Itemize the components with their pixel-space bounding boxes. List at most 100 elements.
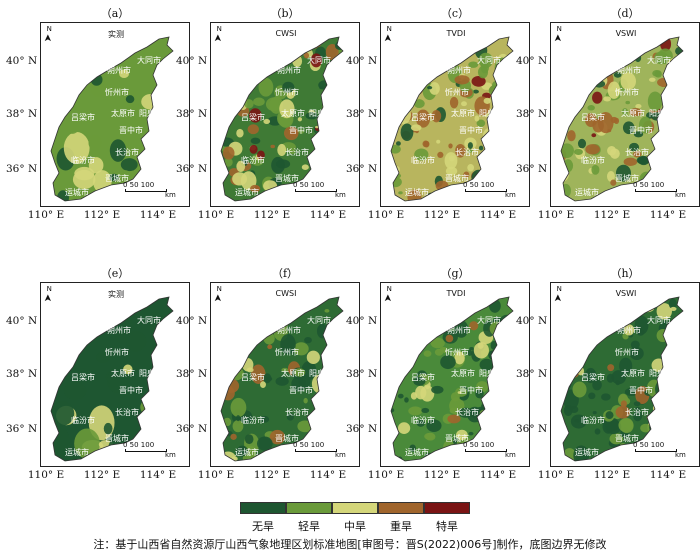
city-label: 晋中市 [119, 385, 143, 395]
x-tick-label: 112° E [83, 209, 121, 221]
map-panel: 大同市 朔州市 忻州市 太原市 吕梁市 阳泉市 晋中市 长治市 临汾市 晋城市 运城市 VSWI N ➤ 0… [550, 282, 700, 467]
panel-letter: （g） [440, 267, 470, 280]
city-label: 忻州市 [275, 347, 299, 357]
city-label: 阳泉市 [309, 108, 333, 118]
x-tick-label: 114° E [479, 469, 517, 481]
city-label: 太原市 [621, 108, 645, 118]
north-arrow-icon: N ➤ [213, 25, 225, 43]
city-label: 临汾市 [241, 155, 265, 165]
y-tick-label: 36° N [176, 163, 208, 175]
city-label: 朔州市 [617, 325, 641, 335]
city-label: 临汾市 [71, 415, 95, 425]
city-label: 晋城市 [445, 173, 469, 183]
legend-labels: 无旱 轻旱 中旱 重旱 特旱 [240, 518, 470, 534]
city-label: 太原市 [451, 108, 475, 118]
city-label: 晋城市 [105, 433, 129, 443]
x-tick-label: 110° E [367, 209, 405, 221]
legend-label: 中旱 [344, 520, 366, 533]
y-tick-label: 36° N [6, 163, 38, 175]
panel-title: TVDI [446, 289, 466, 298]
city-label: 运城市 [575, 187, 599, 197]
city-label: 大同市 [137, 315, 161, 325]
north-arrow-icon: N ➤ [43, 285, 55, 303]
y-tick-label: 36° N [516, 163, 548, 175]
map-panel: 大同市 朔州市 忻州市 太原市 吕梁市 阳泉市 晋中市 长治市 临汾市 晋城市 运城市 实测 N ➤ 0 5… [40, 22, 190, 207]
x-tick-label: 112° E [253, 469, 291, 481]
y-tick-label: 38° N [346, 108, 378, 120]
y-tick-label: 38° N [176, 108, 208, 120]
y-tick-label: 38° N [516, 108, 548, 120]
panel-letter: （d） [610, 7, 640, 20]
x-tick-label: 112° E [423, 469, 461, 481]
north-arrow-icon: N ➤ [383, 25, 395, 43]
north-arrow-icon: N ➤ [553, 285, 565, 303]
x-tick-label: 114° E [649, 469, 687, 481]
city-label: 运城市 [405, 187, 429, 197]
y-tick-label: 38° N [6, 368, 38, 380]
city-label: 晋中市 [629, 125, 653, 135]
city-label: 吕梁市 [241, 112, 265, 122]
x-tick-label: 114° E [309, 469, 347, 481]
city-label: 运城市 [575, 447, 599, 457]
legend-swatch-extreme [424, 502, 470, 514]
x-tick-label: 110° E [197, 469, 235, 481]
city-label: 阳泉市 [649, 368, 673, 378]
x-tick-label: 110° E [537, 209, 575, 221]
y-tick-label: 40° N [346, 315, 378, 327]
city-label: 太原市 [281, 368, 305, 378]
city-label: 阳泉市 [139, 108, 163, 118]
y-tick-label: 36° N [346, 423, 378, 435]
y-tick-label: 40° N [176, 315, 208, 327]
panel-title: CWSI [275, 289, 297, 298]
map-panel: 大同市 朔州市 忻州市 太原市 吕梁市 阳泉市 晋中市 长治市 临汾市 晋城市 运城市 TVDI N ➤ 0… [380, 282, 530, 467]
north-arrow-icon: N ➤ [43, 25, 55, 43]
panel-letter: （h） [610, 267, 640, 280]
x-tick-label: 114° E [139, 209, 177, 221]
city-label: 吕梁市 [411, 112, 435, 122]
map-panel: 大同市 朔州市 忻州市 太原市 吕梁市 阳泉市 晋中市 长治市 临汾市 晋城市 运城市 TVDI N ➤ 0… [380, 22, 530, 207]
city-label: 晋中市 [119, 125, 143, 135]
city-label: 晋中市 [459, 385, 483, 395]
x-tick-label: 112° E [593, 209, 631, 221]
city-label: 朔州市 [277, 325, 301, 335]
city-label: 吕梁市 [71, 372, 95, 382]
city-label: 长治市 [115, 407, 139, 417]
city-label: 朔州市 [107, 65, 131, 75]
city-label: 晋中市 [289, 385, 313, 395]
city-label: 太原市 [111, 108, 135, 118]
city-label: 晋中市 [459, 125, 483, 135]
city-label: 吕梁市 [411, 372, 435, 382]
city-label: 运城市 [235, 187, 259, 197]
city-label: 忻州市 [445, 87, 469, 97]
city-label: 大同市 [307, 55, 331, 65]
city-label: 阳泉市 [479, 368, 503, 378]
panel-title: VSWI [615, 29, 637, 38]
city-label: 临汾市 [581, 415, 605, 425]
north-arrow-icon: N ➤ [383, 285, 395, 303]
y-tick-label: 36° N [176, 423, 208, 435]
city-label: 忻州市 [275, 87, 299, 97]
city-label: 忻州市 [615, 347, 639, 357]
city-label: 长治市 [625, 147, 649, 157]
legend-label: 无旱 [252, 520, 274, 533]
city-label: 吕梁市 [71, 112, 95, 122]
panel-letter: （c） [440, 7, 470, 20]
map-panel: 大同市 朔州市 忻州市 太原市 吕梁市 阳泉市 晋中市 长治市 临汾市 晋城市 运城市 CWSI N ➤ 0… [210, 282, 360, 467]
city-label: 吕梁市 [581, 112, 605, 122]
city-label: 晋城市 [615, 173, 639, 183]
y-tick-label: 40° N [346, 55, 378, 67]
city-label: 临汾市 [71, 155, 95, 165]
panel-title: TVDI [446, 29, 466, 38]
city-label: 大同市 [307, 315, 331, 325]
city-label: 临汾市 [411, 415, 435, 425]
y-tick-label: 38° N [6, 108, 38, 120]
panel-letter: （f） [271, 267, 299, 280]
city-label: 忻州市 [615, 87, 639, 97]
y-tick-label: 36° N [6, 423, 38, 435]
city-label: 临汾市 [581, 155, 605, 165]
